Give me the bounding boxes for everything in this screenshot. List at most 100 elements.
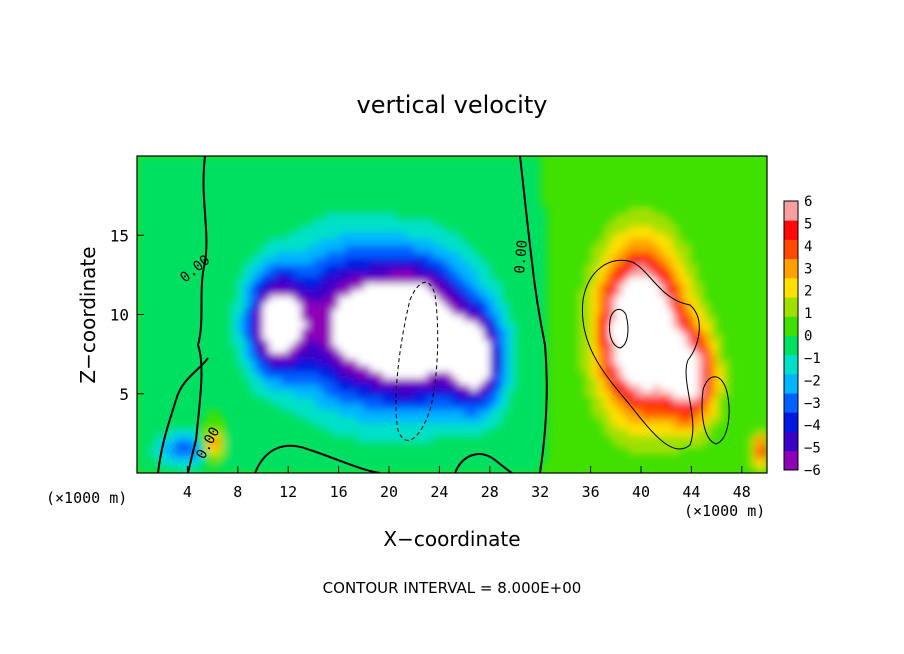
heatmap-cell (672, 282, 680, 290)
heatmap-cell (187, 295, 195, 303)
heatmap-cell (206, 428, 214, 436)
heatmap-cell (225, 377, 233, 385)
heatmap-cell (584, 333, 592, 341)
heatmap-cell (193, 314, 201, 322)
heatmap-cell (155, 295, 163, 303)
heatmap-cell (288, 308, 296, 316)
heatmap-cell (143, 200, 151, 208)
heatmap-cell (143, 377, 151, 385)
heatmap-cell (628, 320, 636, 328)
heatmap-cell (685, 295, 692, 303)
heatmap-cell (225, 308, 233, 316)
heatmap-cell (672, 371, 680, 379)
heatmap-cell (628, 276, 636, 284)
heatmap-cell (584, 365, 592, 373)
heatmap-cell (590, 371, 598, 379)
updraft-contour-outer (581, 259, 700, 450)
heatmap-cell (458, 181, 466, 189)
heatmap-cell (389, 365, 396, 373)
heatmap-cell (294, 206, 302, 214)
heatmap-cell (439, 244, 447, 252)
heatmap-cell (225, 453, 233, 461)
heatmap-cell (250, 232, 258, 240)
heatmap-cell (515, 327, 522, 335)
heatmap-cell (218, 263, 226, 271)
heatmap-cell (470, 441, 478, 449)
heatmap-cell (470, 282, 478, 290)
heatmap-cell (754, 460, 762, 468)
heatmap-cell (281, 244, 289, 252)
heatmap-cell (319, 232, 327, 240)
heatmap-cell (187, 403, 195, 411)
heatmap-cell (496, 289, 503, 297)
heatmap-cell (464, 276, 472, 284)
heatmap-cell (250, 384, 258, 392)
heatmap-cell (502, 377, 510, 385)
heatmap-cell (704, 390, 711, 398)
heatmap-cell (193, 175, 201, 182)
heatmap-cell (426, 301, 434, 309)
heatmap-cell (269, 320, 277, 328)
heatmap-cell (300, 175, 308, 182)
heatmap-cell (313, 232, 321, 240)
heatmap-cell (174, 396, 182, 404)
heatmap-cell (294, 213, 302, 220)
heatmap-cell (263, 206, 270, 214)
heatmap-cell (250, 415, 258, 423)
heatmap-cell (162, 295, 170, 303)
heatmap-cell (678, 257, 686, 265)
heatmap-cell (162, 327, 170, 335)
heatmap-cell (155, 276, 163, 284)
heatmap-cell (710, 333, 718, 341)
heatmap-cell (458, 466, 466, 473)
heatmap-cell (275, 206, 283, 214)
heatmap-cell (307, 358, 314, 366)
heatmap-cell (319, 156, 327, 163)
heatmap-cell (433, 244, 440, 252)
heatmap-cell (407, 352, 415, 360)
heatmap-cell (641, 238, 648, 246)
heatmap-cell (244, 409, 251, 417)
heatmap-cell (326, 422, 333, 430)
heatmap-cell (401, 181, 409, 189)
heatmap-cell (653, 339, 661, 347)
heatmap-cell (653, 396, 661, 404)
heatmap-cell (414, 175, 422, 182)
heatmap-cell (237, 213, 245, 220)
heatmap-cell (489, 384, 497, 392)
heatmap-cell (326, 365, 333, 373)
heatmap-cell (628, 390, 636, 398)
heatmap-cell (338, 194, 346, 201)
heatmap-cell (225, 339, 233, 347)
heatmap-cell (704, 415, 711, 423)
heatmap-cell (628, 327, 636, 335)
heatmap-cell (489, 156, 497, 163)
heatmap-cell (231, 403, 239, 411)
heatmap-cell (527, 434, 535, 442)
heatmap-cell (288, 428, 296, 436)
x-tick-label: 24 (430, 483, 448, 501)
heatmap-cell (634, 346, 642, 354)
heatmap-cell (609, 238, 617, 246)
heatmap-cell (225, 384, 233, 392)
heatmap-cell (363, 257, 371, 265)
heatmap-cell (622, 320, 629, 328)
heatmap-cell (168, 257, 176, 265)
heatmap-cell (149, 206, 157, 214)
y-tick-label: 10 (110, 306, 129, 325)
heatmap-cell (704, 371, 711, 379)
heatmap-cell (659, 377, 667, 385)
heatmap-cell (187, 441, 195, 449)
heatmap-cell (313, 447, 321, 455)
heatmap-cell (307, 365, 314, 373)
heatmap-cell (256, 244, 264, 252)
heatmap-cell (357, 162, 365, 170)
heatmap-cell (433, 447, 440, 455)
heatmap-cell (489, 270, 497, 278)
heatmap-cell (691, 422, 699, 430)
heatmap-cell (426, 377, 434, 385)
contour-lines (157, 156, 730, 473)
heatmap-cell (445, 225, 453, 233)
heatmap-cell (137, 244, 144, 252)
heatmap-cell (200, 251, 207, 259)
